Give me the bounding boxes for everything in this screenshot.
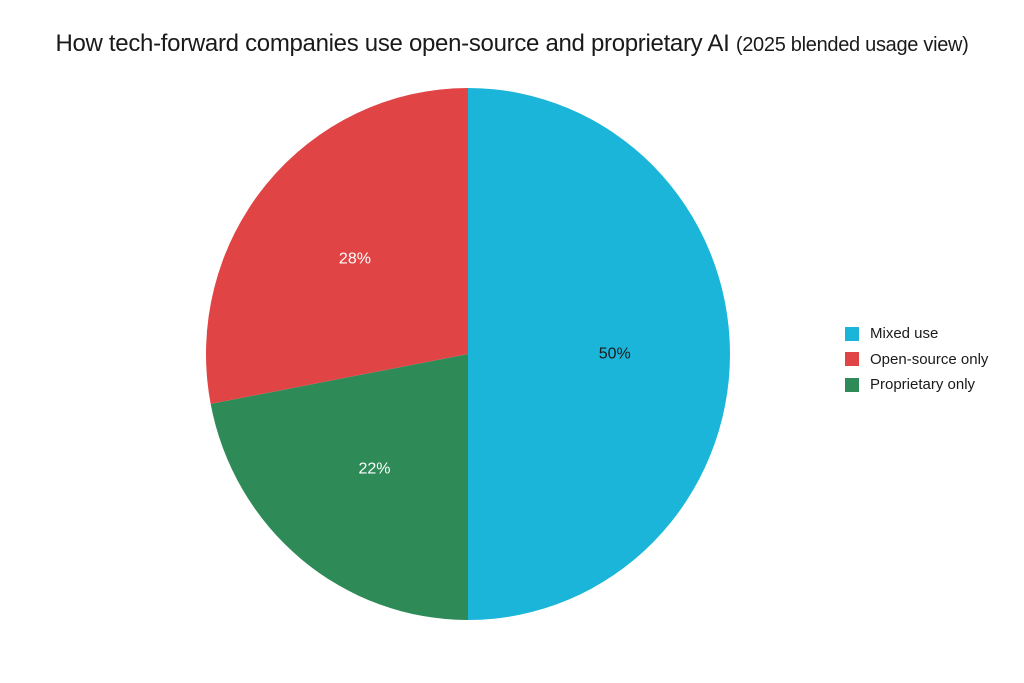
pie-slice-open-source-only [206, 88, 468, 404]
legend-item-proprietary-only: Proprietary only [845, 372, 988, 398]
legend-item-mixed-use: Mixed use [845, 321, 988, 347]
pie-slice-proprietary-only [210, 354, 468, 620]
slice-label-proprietary-only: 22% [358, 460, 390, 477]
pie-slices [206, 88, 730, 620]
legend-swatch [845, 326, 859, 341]
legend-swatch [845, 377, 859, 392]
legend-label: Proprietary only [870, 376, 976, 394]
pie-slice-labels: 50% 22% 28% [339, 251, 631, 478]
slice-label-open-source-only: 28% [339, 251, 371, 268]
legend-item-open-source-only: Open-source only [845, 347, 988, 373]
chart-title: How tech-forward companies use open-sour… [0, 30, 1024, 58]
slice-label-mixed-use: 50% [599, 346, 631, 363]
legend-label: Mixed use [870, 325, 939, 343]
chart-title-main: How tech-forward companies use open-sour… [55, 30, 730, 57]
chart-legend: Mixed use Open-source only Proprietary onl… [845, 321, 988, 398]
legend-label: Open-source only [870, 350, 989, 368]
pie-slice-mixed-use [468, 88, 730, 620]
chart-subtitle: (2025 blended usage view) [735, 34, 969, 56]
legend-swatch [845, 352, 859, 367]
